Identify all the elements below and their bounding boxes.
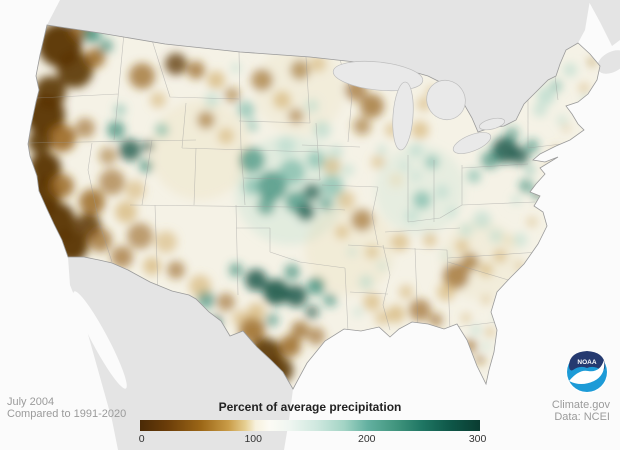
- lake-michigan: [392, 81, 414, 151]
- gulf-of-california: [73, 291, 127, 389]
- climate-gov-label: Climate.gov: [551, 399, 610, 411]
- maritime-canada: [588, 0, 620, 46]
- colorbar-tick-label: 200: [358, 433, 376, 445]
- colorbar-ticks: 0 100 200 300: [138, 433, 487, 447]
- map-caption: July 2004 Compared to 1991-2020: [7, 396, 126, 420]
- comparison-label: Compared to 1991-2020: [7, 408, 127, 420]
- attribution: Climate.gov Data: NCEI: [552, 399, 610, 423]
- period-label: July 2004: [7, 396, 55, 408]
- colorbar-tick-label: 100: [244, 433, 262, 445]
- lake-erie: [452, 132, 492, 154]
- canada-landmass: [47, 0, 590, 132]
- precipitation-anomaly-blobs: [28, 25, 596, 383]
- data-source-label: Data: NCEI: [554, 411, 610, 423]
- lake-superior: [332, 60, 424, 92]
- vancouver-island: [80, 0, 116, 41]
- us-outline: [27, 24, 601, 390]
- mexico-landmass: [68, 257, 293, 450]
- colorbar-tick-label: 300: [468, 433, 487, 445]
- colorbar: [140, 420, 480, 431]
- nova-scotia: [597, 50, 620, 74]
- noaa-logo-text: NOAA: [577, 359, 596, 366]
- lake-ontario: [478, 117, 506, 131]
- colorbar-tick-label: 0: [138, 433, 145, 445]
- lake-huron: [426, 79, 466, 121]
- state-borders: [28, 32, 571, 333]
- legend-title: Percent of average precipitation: [218, 400, 402, 414]
- noaa-logo: NOAA: [566, 351, 608, 393]
- great-lakes: [332, 60, 506, 154]
